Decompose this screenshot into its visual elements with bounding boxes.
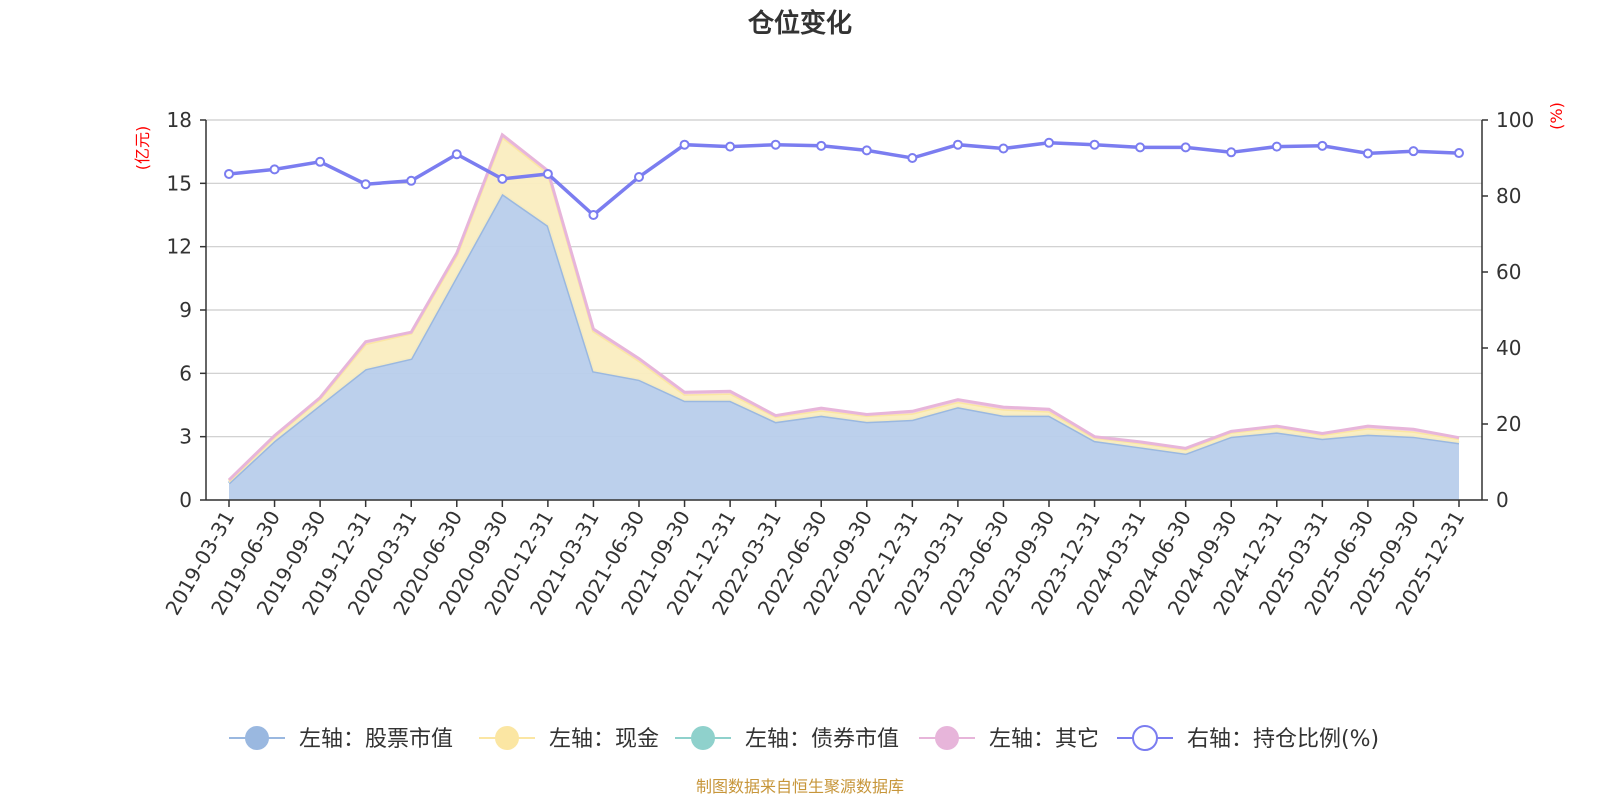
ratio-point xyxy=(497,173,508,184)
left-axis-tick-label: 0 xyxy=(179,488,192,512)
legend-swatch-marker xyxy=(935,726,959,750)
legend-item-4[interactable]: 右轴：持仓比例(%) xyxy=(1117,725,1379,752)
legend-swatch-marker xyxy=(1132,725,1158,751)
area-line-3 xyxy=(227,132,1460,481)
legend-swatch-marker xyxy=(495,726,519,750)
data-source-note: 制图数据来自恒生聚源数据库 xyxy=(696,777,904,796)
ratio-line xyxy=(228,141,1460,218)
right-axis-tick-label: 100 xyxy=(1496,108,1534,132)
legend-label: 左轴：债券市值 xyxy=(745,727,899,752)
ratio-point xyxy=(406,175,417,186)
left-axis-tick-label: 9 xyxy=(179,298,192,322)
area-0 xyxy=(229,193,1459,500)
left-axis-tick-label: 3 xyxy=(179,425,192,449)
ratio-point xyxy=(679,139,690,150)
legend-item-0[interactable]: 左轴：股票市值 xyxy=(229,726,453,752)
ratio-point xyxy=(315,156,326,167)
left-axis-tick-label: 18 xyxy=(167,108,192,132)
right-axis-tick-label: 0 xyxy=(1496,488,1509,512)
ratio-point xyxy=(542,168,553,179)
legend-swatch-marker xyxy=(245,726,269,750)
ratio-point xyxy=(1135,142,1146,153)
right-axis-unit: (%) xyxy=(1547,102,1566,130)
ratio-point xyxy=(1271,141,1282,152)
legend-swatch-marker xyxy=(691,726,715,750)
ratio-point xyxy=(224,168,234,179)
ratio-point xyxy=(816,140,827,151)
ratio-point xyxy=(1317,140,1328,151)
legend-item-2[interactable]: 左轴：债券市值 xyxy=(675,726,899,752)
ratio-point xyxy=(269,164,280,175)
ratio-point xyxy=(861,145,872,156)
area-layer xyxy=(227,132,1460,500)
ratio-point xyxy=(1180,142,1191,153)
right-axis-tick-label: 60 xyxy=(1496,260,1521,284)
ratio-point xyxy=(1089,139,1100,150)
left-axis-tick-label: 6 xyxy=(179,361,192,385)
legend: 左轴：股票市值 左轴：现金 左轴：债券市值 左轴：其它 右轴：持仓比例(%) xyxy=(229,725,1379,752)
ratio-point xyxy=(588,210,599,220)
ratio-point xyxy=(952,139,963,150)
right-axis-tick-label: 20 xyxy=(1496,412,1521,436)
left-axis-tick-label: 15 xyxy=(167,171,192,195)
legend-item-3[interactable]: 左轴：其它 xyxy=(919,726,1099,752)
ratio-point xyxy=(998,143,1009,154)
ratio-point xyxy=(725,141,736,152)
right-axis-tick-label: 40 xyxy=(1496,336,1521,360)
ratio-point xyxy=(360,179,371,190)
ratio-point xyxy=(1454,148,1464,159)
left-axis-tick-label: 12 xyxy=(167,235,192,259)
ratio-point xyxy=(1362,148,1373,159)
left-axis-unit: (亿元) xyxy=(133,126,152,171)
ratio-point xyxy=(907,153,918,163)
legend-label: 右轴：持仓比例(%) xyxy=(1187,727,1379,752)
chart-title: 仓位变化 xyxy=(747,8,852,39)
legend-label: 左轴：股票市值 xyxy=(299,727,453,752)
ratio-point xyxy=(451,149,462,160)
right-axis-tick-label: 80 xyxy=(1496,184,1521,208)
ratio-point xyxy=(634,172,644,182)
line-layer xyxy=(224,137,1464,220)
ratio-point xyxy=(1044,137,1054,148)
legend-item-1[interactable]: 左轴：现金 xyxy=(479,726,659,752)
ratio-point xyxy=(1226,147,1237,158)
ratio-point xyxy=(770,139,781,150)
legend-label: 左轴：其它 xyxy=(989,727,1099,752)
legend-label: 左轴：现金 xyxy=(549,727,659,752)
ratio-point xyxy=(1408,146,1419,157)
